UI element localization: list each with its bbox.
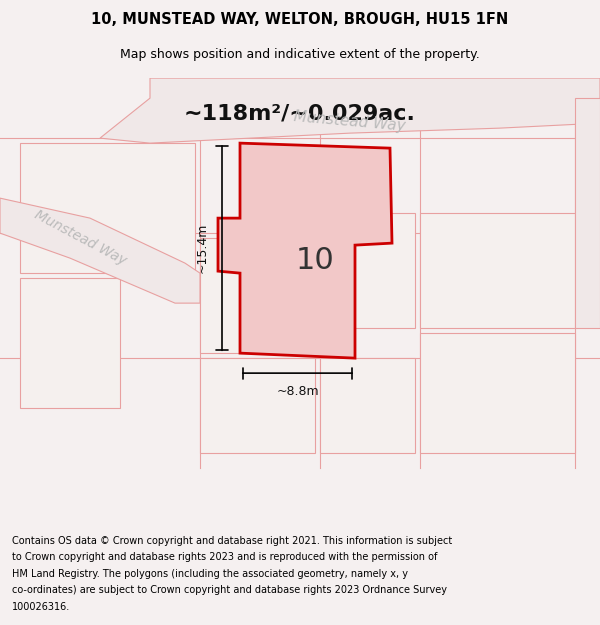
Bar [420,333,575,453]
Bar [200,238,315,353]
Text: 10, MUNSTEAD WAY, WELTON, BROUGH, HU15 1FN: 10, MUNSTEAD WAY, WELTON, BROUGH, HU15 1… [91,12,509,27]
Bar [420,213,575,328]
Text: co-ordinates) are subject to Crown copyright and database rights 2023 Ordnance S: co-ordinates) are subject to Crown copyr… [12,585,447,595]
Text: Munstead Way: Munstead Way [32,208,128,268]
Text: HM Land Registry. The polygons (including the associated geometry, namely x, y: HM Land Registry. The polygons (includin… [12,569,408,579]
Bar [20,278,120,408]
Text: ~118m²/~0.029ac.: ~118m²/~0.029ac. [184,103,416,123]
Text: Contains OS data © Crown copyright and database right 2021. This information is : Contains OS data © Crown copyright and d… [12,536,452,546]
Text: ~15.4m: ~15.4m [196,223,209,273]
Polygon shape [218,143,392,358]
Text: 100026316.: 100026316. [12,602,70,612]
Text: ~8.8m: ~8.8m [276,384,319,398]
Bar [320,358,415,453]
Polygon shape [0,198,200,303]
Bar [20,143,195,273]
Polygon shape [100,78,600,143]
Text: 10: 10 [296,246,334,275]
Bar [200,358,315,453]
Text: to Crown copyright and database rights 2023 and is reproduced with the permissio: to Crown copyright and database rights 2… [12,552,437,562]
Polygon shape [575,98,600,328]
Bar [320,213,415,328]
Text: Munstead Way: Munstead Way [293,109,407,134]
Text: Map shows position and indicative extent of the property.: Map shows position and indicative extent… [120,48,480,61]
